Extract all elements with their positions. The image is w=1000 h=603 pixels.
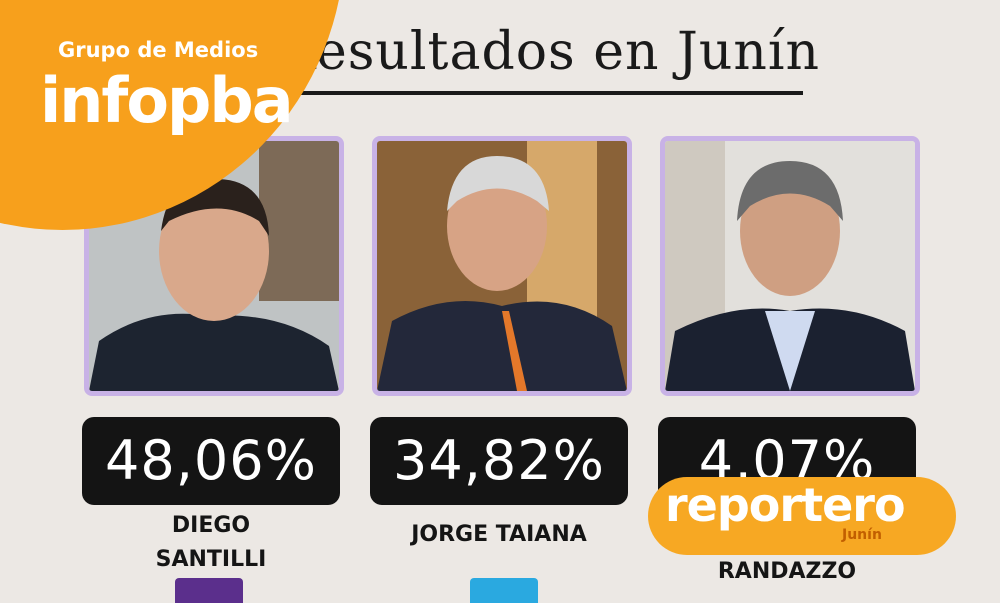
brand-subtitle: Grupo de Medios (58, 38, 259, 62)
party-logo (175, 578, 243, 603)
photo (377, 141, 627, 391)
percentage: 48,06% (82, 417, 340, 505)
brand-name: infopba (40, 64, 294, 137)
title: Resultados en Junín (275, 22, 820, 82)
party-logo (470, 578, 538, 603)
candidate-photo (372, 136, 632, 396)
title-underline (300, 91, 803, 95)
watermark-badge (648, 477, 956, 555)
candidate-name: DIEGO SANTILLI (155, 513, 267, 572)
percentage: 34,82% (370, 417, 628, 505)
candidate-photo (660, 136, 920, 396)
watermark-name: reportero (665, 478, 906, 532)
candidate-name: RANDAZZO (717, 559, 857, 584)
photo (665, 141, 915, 391)
candidate-name: JORGE TAIANA (411, 522, 587, 547)
watermark-city: Junín (842, 527, 882, 543)
